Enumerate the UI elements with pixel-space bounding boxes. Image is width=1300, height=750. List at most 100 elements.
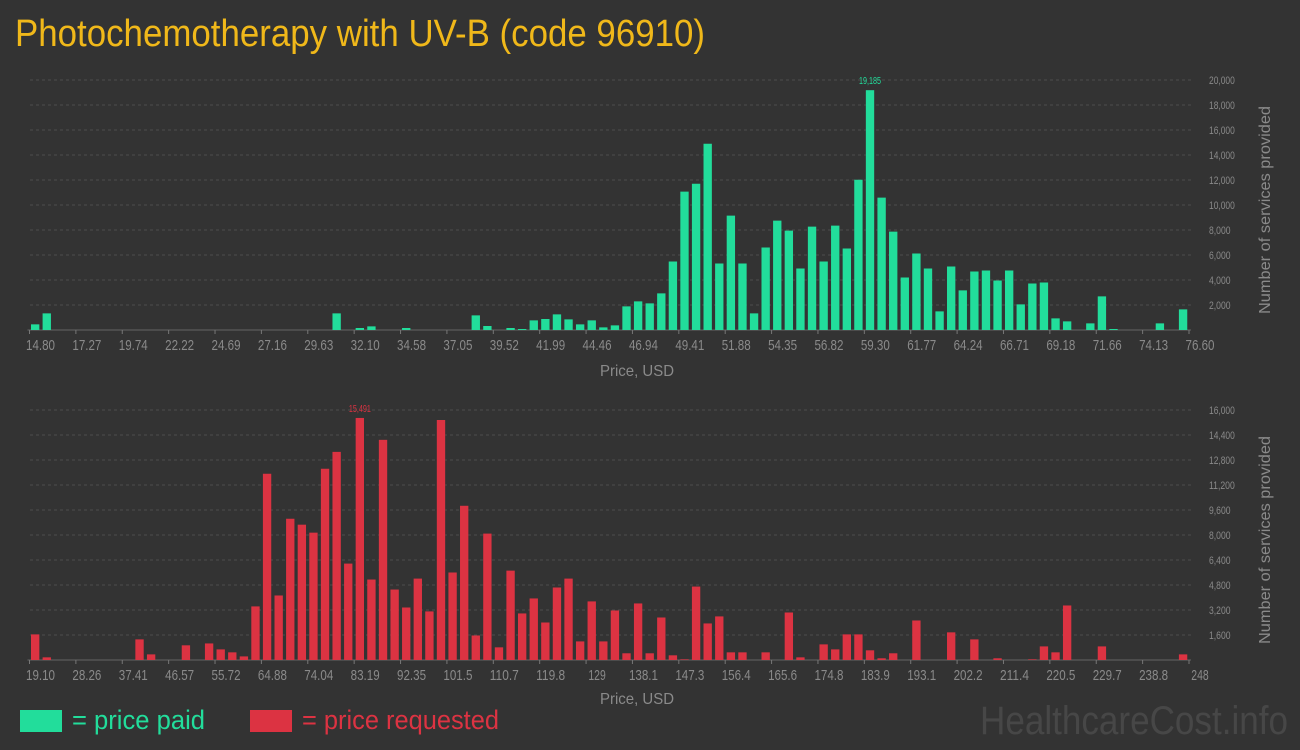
x-tick-label: 29.63: [304, 337, 333, 354]
bar: [1062, 605, 1072, 660]
bar: [935, 311, 944, 330]
bar: [483, 533, 492, 660]
bar: [297, 524, 307, 660]
bar: [773, 220, 782, 330]
bar: [181, 645, 191, 660]
x-tick-label: 202.2: [954, 667, 983, 684]
bar: [680, 191, 689, 330]
bar: [402, 328, 411, 330]
bar: [645, 653, 654, 660]
bar: [517, 329, 527, 330]
bar: [436, 420, 446, 660]
bar: [668, 655, 678, 660]
bar: [703, 623, 712, 660]
bar: [633, 603, 643, 660]
y-tick-label: 6,400: [1209, 555, 1231, 567]
y-tick-label: 14,000: [1209, 150, 1235, 162]
bar: [993, 658, 1002, 660]
bar: [1028, 659, 1037, 660]
legend-label-requested: = price requested: [302, 705, 499, 735]
x-tick-label: 147.3: [675, 667, 704, 684]
bar: [738, 263, 747, 330]
y-tick-label: 2,000: [1209, 300, 1231, 312]
x-tick-label: 37.05: [443, 337, 472, 354]
bar: [680, 659, 689, 660]
bar: [413, 578, 422, 660]
y-tick-label: 16,000: [1209, 125, 1235, 137]
bar: [877, 658, 886, 660]
bar: [239, 656, 249, 660]
legend: = price paid = price requested: [20, 705, 499, 735]
bar: [367, 579, 376, 660]
bar: [691, 183, 701, 330]
bar: [854, 634, 863, 660]
x-tick-label: 119.8: [536, 667, 565, 684]
y-tick-label: 3,200: [1209, 605, 1231, 617]
x-tick-label: 34.58: [397, 337, 426, 354]
x-tick-label: 229.7: [1093, 667, 1122, 684]
legend-swatch-paid: [20, 710, 62, 732]
bar: [1109, 329, 1118, 330]
bar: [552, 587, 562, 660]
bar: [42, 313, 51, 330]
bar: [529, 598, 538, 660]
bar: [1155, 323, 1165, 330]
x-tick-label: 74.13: [1139, 337, 1168, 354]
bar: [668, 261, 678, 330]
y-tick-label: 12,000: [1209, 175, 1235, 187]
x-tick-label: 24.69: [212, 337, 241, 354]
bar: [448, 572, 457, 660]
x-tick-label: 101.5: [443, 667, 472, 684]
bar: [494, 647, 504, 660]
bar: [1051, 652, 1060, 660]
bar: [831, 225, 840, 330]
bar: [610, 325, 620, 330]
bar: [842, 634, 851, 660]
bar: [970, 639, 979, 660]
y-tick-label: 20,000: [1209, 75, 1235, 87]
x-tick-label: 55.72: [212, 667, 241, 684]
bar: [726, 652, 736, 660]
x-tick-label: 39.52: [490, 337, 519, 354]
bar: [599, 327, 608, 330]
bar: [228, 652, 237, 660]
bar: [355, 328, 365, 330]
bar: [947, 266, 956, 330]
bar: [726, 215, 736, 330]
x-tick-label: 220.5: [1046, 667, 1075, 684]
x-tick-label: 92.35: [397, 667, 426, 684]
peak-value-label: 15,491: [349, 404, 371, 415]
bar: [877, 197, 886, 330]
bar: [622, 306, 631, 330]
bar: [819, 261, 828, 330]
x-tick-label: 64.88: [258, 667, 287, 684]
x-tick-label: 129: [588, 667, 605, 684]
bar: [738, 652, 747, 660]
bar: [355, 417, 365, 660]
x-tick-label: 76.60: [1186, 337, 1215, 354]
x-tick-label: 14.80: [26, 337, 55, 354]
x-tick-label: 27.16: [258, 337, 287, 354]
bar: [761, 652, 770, 660]
bar: [42, 657, 51, 660]
x-tick-label: 110.7: [490, 667, 519, 684]
x-axis-title: Price, USD: [600, 691, 674, 708]
x-tick-label: 54.35: [768, 337, 797, 354]
bar: [842, 248, 851, 330]
bar: [807, 226, 817, 330]
bar: [1039, 646, 1049, 660]
bar: [633, 301, 643, 330]
y-tick-label: 18,000: [1209, 100, 1235, 112]
bar: [1178, 654, 1188, 660]
bar: [889, 231, 898, 330]
bar: [402, 607, 411, 660]
y-tick-label: 11,200: [1209, 480, 1235, 492]
bar: [610, 610, 620, 660]
x-tick-label: 19.74: [119, 337, 148, 354]
x-tick-label: 17.27: [72, 337, 101, 354]
bar: [1028, 283, 1037, 330]
bar: [460, 505, 469, 660]
bar: [970, 271, 979, 330]
bar: [425, 611, 434, 660]
bar: [900, 277, 909, 330]
